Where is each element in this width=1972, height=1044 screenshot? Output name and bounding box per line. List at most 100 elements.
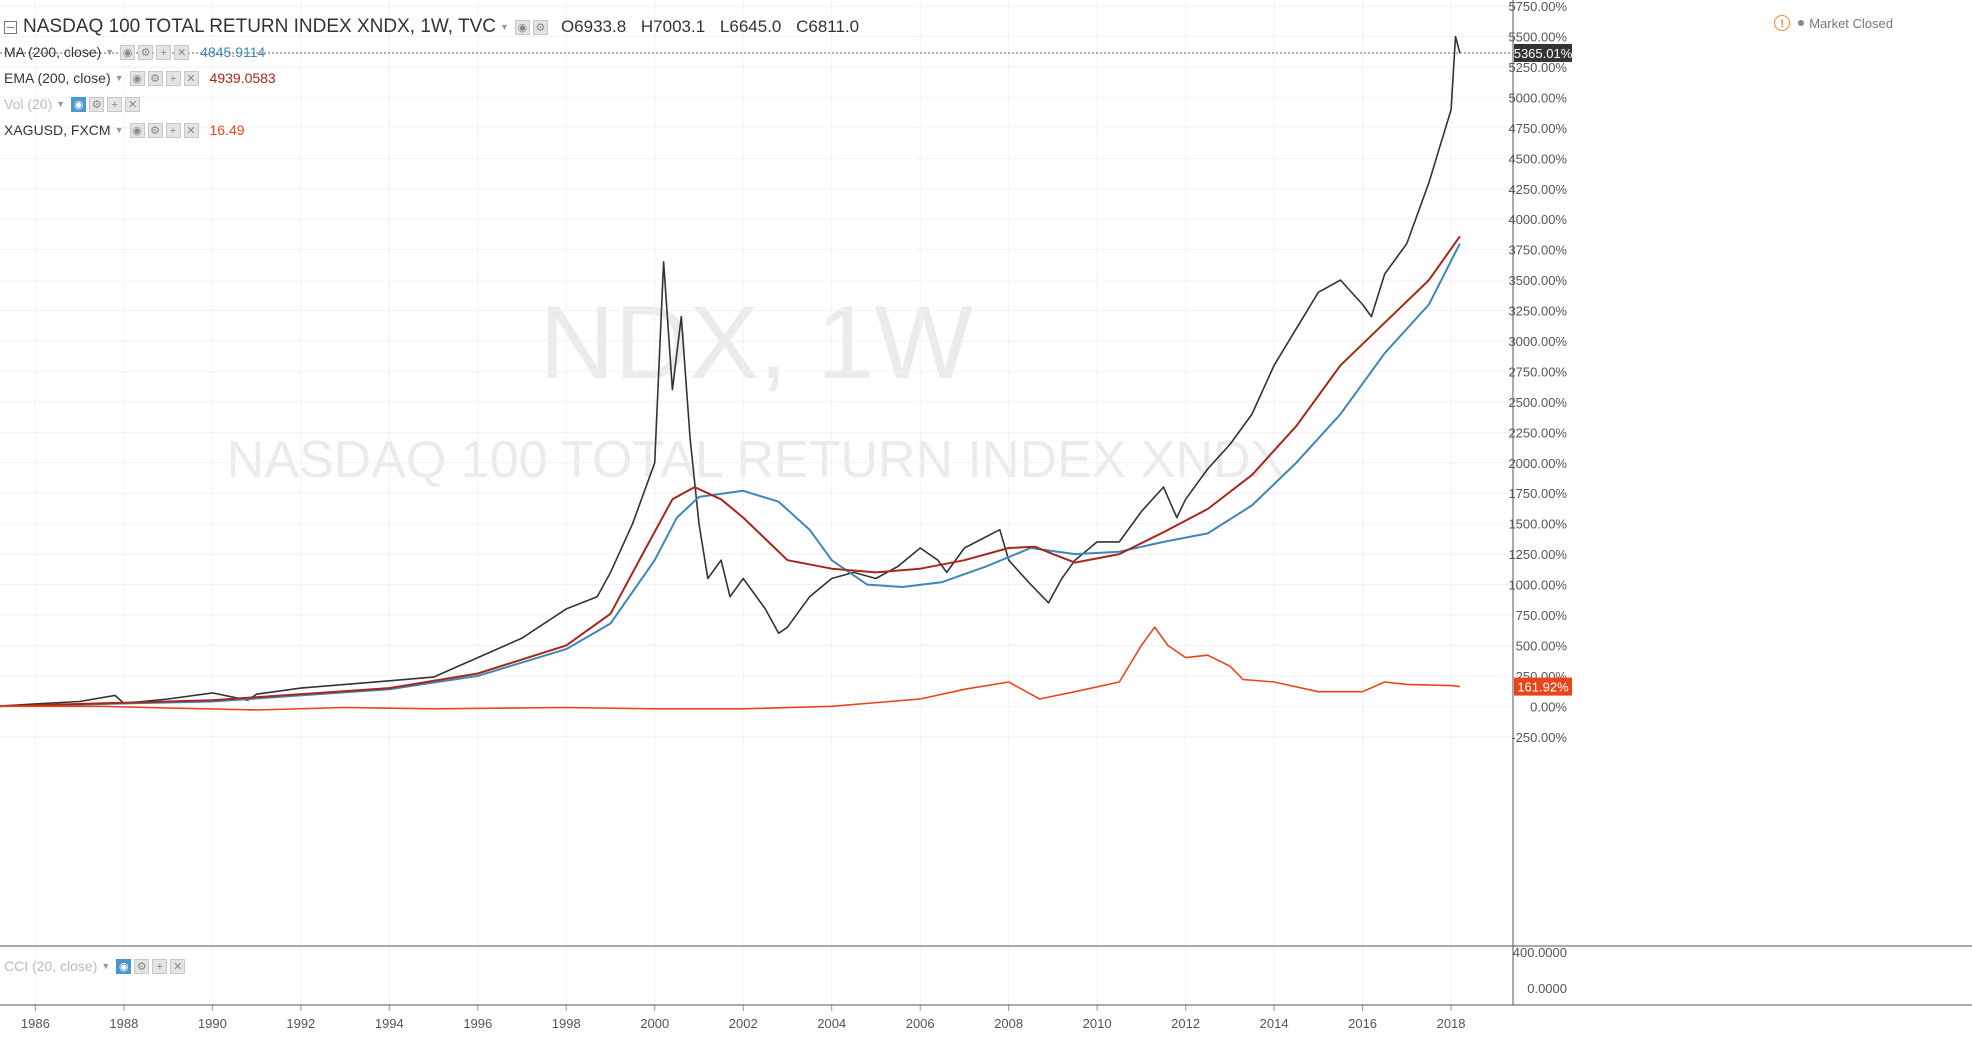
gear-icon[interactable]: ⚙ xyxy=(147,122,163,138)
y-tick-label: 2750.00% xyxy=(1508,364,1567,379)
y-tick-label: 5250.00% xyxy=(1508,60,1567,75)
x-tick-label: 2000 xyxy=(640,1016,669,1031)
gear-icon[interactable]: ⚙ xyxy=(147,70,163,86)
plus-icon[interactable]: + xyxy=(152,958,168,974)
watermark: NDX, 1W NASDAQ 100 TOTAL RETURN INDEX XND… xyxy=(227,285,1286,489)
y-tick-label: 1000.00% xyxy=(1508,578,1567,593)
last-price-label: 5365.01% xyxy=(1514,46,1573,61)
close-icon[interactable]: ✕ xyxy=(170,958,186,974)
y-tick-label: 750.00% xyxy=(1516,608,1568,623)
x-tick-label: 1996 xyxy=(463,1016,492,1031)
y-tick-label: 4750.00% xyxy=(1508,121,1567,136)
x-tick-label: 2016 xyxy=(1348,1016,1377,1031)
x-tick-label: 1990 xyxy=(198,1016,227,1031)
y-tick-label: 2500.00% xyxy=(1508,395,1567,410)
cci-axis-label: 400.0000 xyxy=(1513,945,1567,960)
gear-icon[interactable]: ⚙ xyxy=(138,44,154,60)
legend-vol: Vol (20) ▼ ◉ ⚙ + ✕ xyxy=(4,96,143,112)
gridlines xyxy=(0,0,1513,1005)
eye-icon[interactable]: ◉ xyxy=(120,44,136,60)
legend-ema-name[interactable]: EMA (200, close) xyxy=(4,70,111,86)
legend-cci-name[interactable]: CCI (20, close) xyxy=(4,958,98,974)
chevron-down-icon[interactable]: ▼ xyxy=(500,22,509,32)
y-tick-label: 4500.00% xyxy=(1508,151,1567,166)
silver-value-badge xyxy=(1514,677,1572,696)
series-layer xyxy=(0,35,1461,711)
chevron-down-icon[interactable]: ▼ xyxy=(114,73,124,83)
legend-ma-value: 4845.9114 xyxy=(200,44,266,60)
x-tick-label: 2004 xyxy=(817,1016,846,1031)
legend-cci: CCI (20, close) ▼ ◉ ⚙ + ✕ xyxy=(4,958,188,974)
status-dot-icon xyxy=(1798,20,1805,26)
legend-ema-value: 4939.0583 xyxy=(209,70,276,86)
plus-icon[interactable]: + xyxy=(165,122,181,138)
x-tick-label: 2006 xyxy=(906,1016,935,1031)
y-tick-label: 5750.00% xyxy=(1508,0,1567,14)
watermark-small: NASDAQ 100 TOTAL RETURN INDEX XNDX xyxy=(227,431,1286,489)
eye-icon[interactable]: ◉ xyxy=(514,19,530,35)
eye-icon[interactable]: ◉ xyxy=(129,70,145,86)
watermark-big: NDX, 1W xyxy=(539,285,972,401)
legend-ema: EMA (200, close) ▼ ◉ ⚙ + ✕ 4939.0583 xyxy=(4,70,276,86)
x-tick-label: 2018 xyxy=(1437,1016,1466,1031)
y-tick-label: 4000.00% xyxy=(1508,212,1567,227)
chevron-down-icon[interactable]: ▼ xyxy=(56,99,66,109)
plus-icon[interactable]: + xyxy=(165,70,181,86)
eye-icon[interactable]: ◉ xyxy=(129,122,145,138)
legend-xagusd-name[interactable]: XAGUSD, FXCM xyxy=(4,122,111,138)
y-tick-label: 3750.00% xyxy=(1508,243,1567,258)
y-tick-label: 2250.00% xyxy=(1508,425,1567,440)
gear-icon[interactable]: ⚙ xyxy=(134,958,150,974)
y-tick-label: 1500.00% xyxy=(1508,517,1567,532)
x-tick-label: 2010 xyxy=(1083,1016,1112,1031)
cci-axis-label: 0.0000 xyxy=(1527,981,1567,996)
chevron-down-icon[interactable]: ▼ xyxy=(105,47,115,57)
x-tick-label: 2008 xyxy=(994,1016,1023,1031)
x-tick-label: 2012 xyxy=(1171,1016,1200,1031)
last-price-badge xyxy=(1514,43,1572,62)
ohlc-values: O6933.8 H7003.1 L6645.0 C6811.0 xyxy=(561,17,869,37)
close-icon[interactable]: ✕ xyxy=(174,44,190,60)
y-tick-label: 2000.00% xyxy=(1508,456,1567,471)
x-tick-label: 1986 xyxy=(21,1016,50,1031)
y-tick-label: 5000.00% xyxy=(1508,90,1567,105)
y-tick-label: 3250.00% xyxy=(1508,304,1567,319)
legend-ma-name[interactable]: MA (200, close) xyxy=(4,44,102,60)
x-tick-label: 1994 xyxy=(375,1016,404,1031)
close-value: C6811.0 xyxy=(796,17,860,36)
legend-xagusd-value: 16.49 xyxy=(209,122,245,138)
legend-vol-name[interactable]: Vol (20) xyxy=(4,96,53,112)
collapse-icon[interactable] xyxy=(4,20,17,34)
y-tick-label: 5500.00% xyxy=(1508,30,1567,45)
price-line xyxy=(0,35,1461,707)
silver-line xyxy=(0,626,1460,711)
ma-line xyxy=(0,243,1461,708)
y-tick-label: 1750.00% xyxy=(1508,486,1567,501)
close-icon[interactable]: ✕ xyxy=(125,96,141,112)
warning-icon[interactable]: ! xyxy=(1774,15,1791,31)
y-tick-label: 1250.00% xyxy=(1508,547,1567,562)
symbol-title[interactable]: NASDAQ 100 TOTAL RETURN INDEX XNDX, 1W, … xyxy=(23,16,497,37)
gear-icon[interactable]: ⚙ xyxy=(89,96,105,112)
plus-icon[interactable]: + xyxy=(156,44,172,60)
close-icon[interactable]: ✕ xyxy=(183,122,199,138)
plus-icon[interactable]: + xyxy=(107,96,123,112)
y-tick-label: 500.00% xyxy=(1516,638,1568,653)
chevron-down-icon[interactable]: ▼ xyxy=(101,961,111,971)
silver-value-label: 161.92% xyxy=(1517,680,1569,695)
gear-icon[interactable]: ⚙ xyxy=(532,19,548,35)
eye-icon[interactable]: ◉ xyxy=(71,96,87,112)
market-status-label: Market Closed xyxy=(1809,15,1893,31)
y-tick-label: 0.00% xyxy=(1530,699,1567,714)
close-icon[interactable]: ✕ xyxy=(183,70,199,86)
high-value: H7003.1 xyxy=(640,17,706,36)
y-tick-label: 3000.00% xyxy=(1508,334,1567,349)
ema-line xyxy=(0,235,1461,708)
symbol-title-row: NASDAQ 100 TOTAL RETURN INDEX XNDX, 1W, … xyxy=(4,16,869,38)
x-tick-label: 2002 xyxy=(729,1016,758,1031)
chevron-down-icon[interactable]: ▼ xyxy=(114,125,124,135)
eye-icon[interactable]: ◉ xyxy=(116,958,132,974)
